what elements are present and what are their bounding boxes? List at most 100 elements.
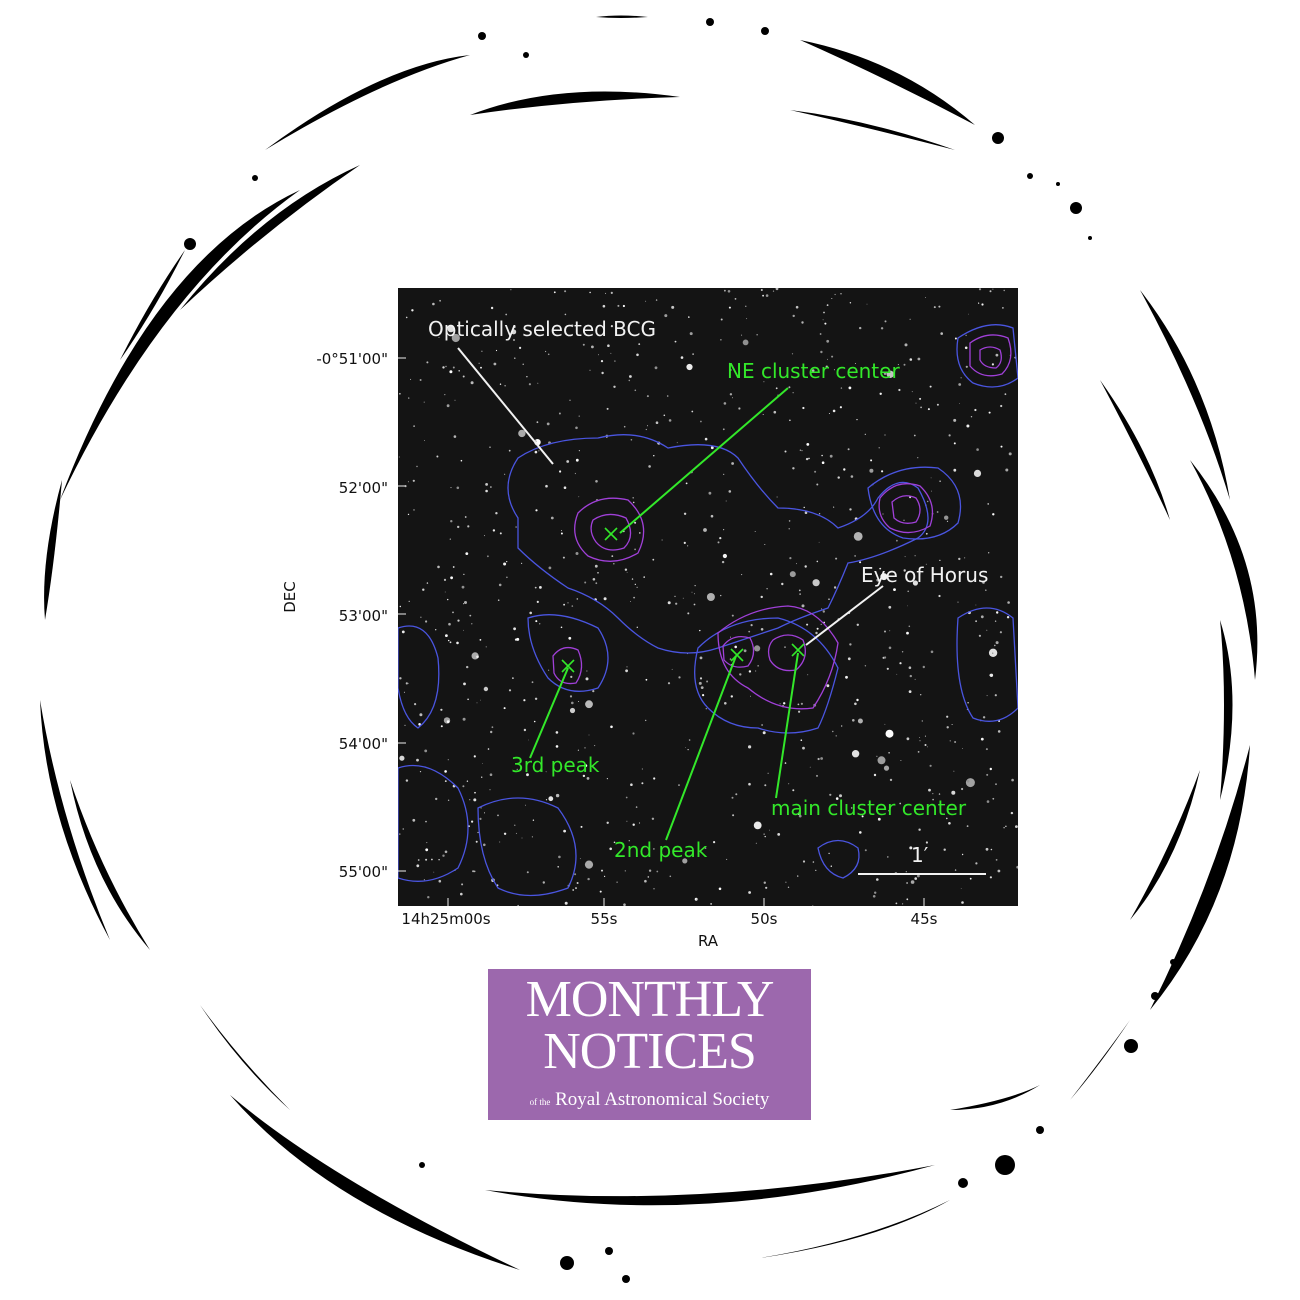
star (407, 513, 410, 516)
star (571, 605, 574, 607)
star (602, 304, 606, 308)
logo-of-the: of the (529, 1097, 551, 1107)
star (592, 690, 595, 693)
star (473, 870, 476, 873)
star (917, 751, 920, 753)
star (788, 528, 790, 530)
star (763, 833, 765, 835)
star (584, 764, 588, 767)
star (413, 425, 415, 427)
contour-inner-main (717, 605, 839, 710)
star (433, 871, 435, 873)
star (489, 773, 493, 776)
star (745, 305, 747, 307)
star (534, 697, 538, 700)
star (814, 470, 817, 473)
star (889, 778, 893, 782)
star (426, 842, 428, 844)
star (828, 598, 830, 600)
star (781, 582, 784, 586)
star (402, 828, 404, 830)
star (610, 352, 612, 354)
star (449, 370, 453, 374)
star (905, 871, 907, 873)
star (603, 597, 607, 601)
star (671, 668, 673, 670)
star (410, 378, 412, 380)
star (444, 850, 448, 854)
star (689, 332, 693, 336)
star (539, 769, 542, 772)
star (748, 745, 752, 749)
star (699, 629, 701, 632)
star (694, 585, 696, 587)
star (978, 634, 982, 637)
star (901, 651, 904, 653)
second-leader-line (665, 655, 737, 841)
star (464, 516, 467, 518)
star (425, 848, 429, 852)
star (919, 740, 921, 742)
star (879, 392, 882, 395)
star (533, 720, 536, 723)
star (645, 300, 647, 302)
ne-center-marker (604, 527, 618, 541)
star (985, 589, 987, 591)
bcg-leader-line (457, 347, 554, 465)
star (748, 782, 751, 786)
star (903, 569, 906, 572)
star (575, 458, 579, 462)
star (442, 366, 445, 369)
star (932, 798, 934, 801)
star (536, 421, 539, 424)
star (710, 446, 714, 450)
star (799, 449, 802, 451)
star (918, 572, 921, 575)
star (575, 426, 578, 430)
star (601, 869, 603, 872)
star (511, 329, 517, 335)
star (454, 399, 456, 401)
star (826, 304, 829, 306)
annotation-main-center: main cluster center (771, 796, 967, 820)
star (742, 339, 749, 346)
star (791, 353, 794, 355)
star (490, 486, 492, 488)
star (864, 849, 867, 852)
star (574, 873, 577, 876)
star (828, 852, 830, 855)
star (859, 831, 862, 834)
star (724, 289, 726, 292)
star (438, 859, 440, 861)
star (946, 817, 948, 820)
star (570, 675, 573, 678)
star (463, 629, 464, 631)
star (439, 299, 441, 302)
star (491, 726, 494, 729)
main-center-marker (791, 643, 805, 657)
star (630, 601, 631, 602)
star (917, 457, 919, 459)
star (698, 681, 702, 685)
ra-tick-label: 50s (750, 910, 778, 928)
star (576, 598, 579, 600)
star (909, 318, 911, 320)
star (820, 350, 823, 354)
star (990, 848, 993, 851)
star (624, 568, 628, 571)
star (911, 391, 913, 393)
star (869, 468, 874, 473)
star (904, 343, 908, 347)
star (522, 363, 524, 365)
star (929, 385, 932, 388)
star (886, 370, 894, 378)
annotation-eye-of-horus: Eye of Horus (861, 563, 989, 587)
star (1005, 468, 1009, 472)
star (809, 766, 811, 768)
star (938, 305, 941, 308)
star (584, 581, 587, 584)
star (896, 673, 898, 675)
star (467, 525, 470, 528)
star (924, 735, 926, 737)
star (995, 859, 998, 861)
